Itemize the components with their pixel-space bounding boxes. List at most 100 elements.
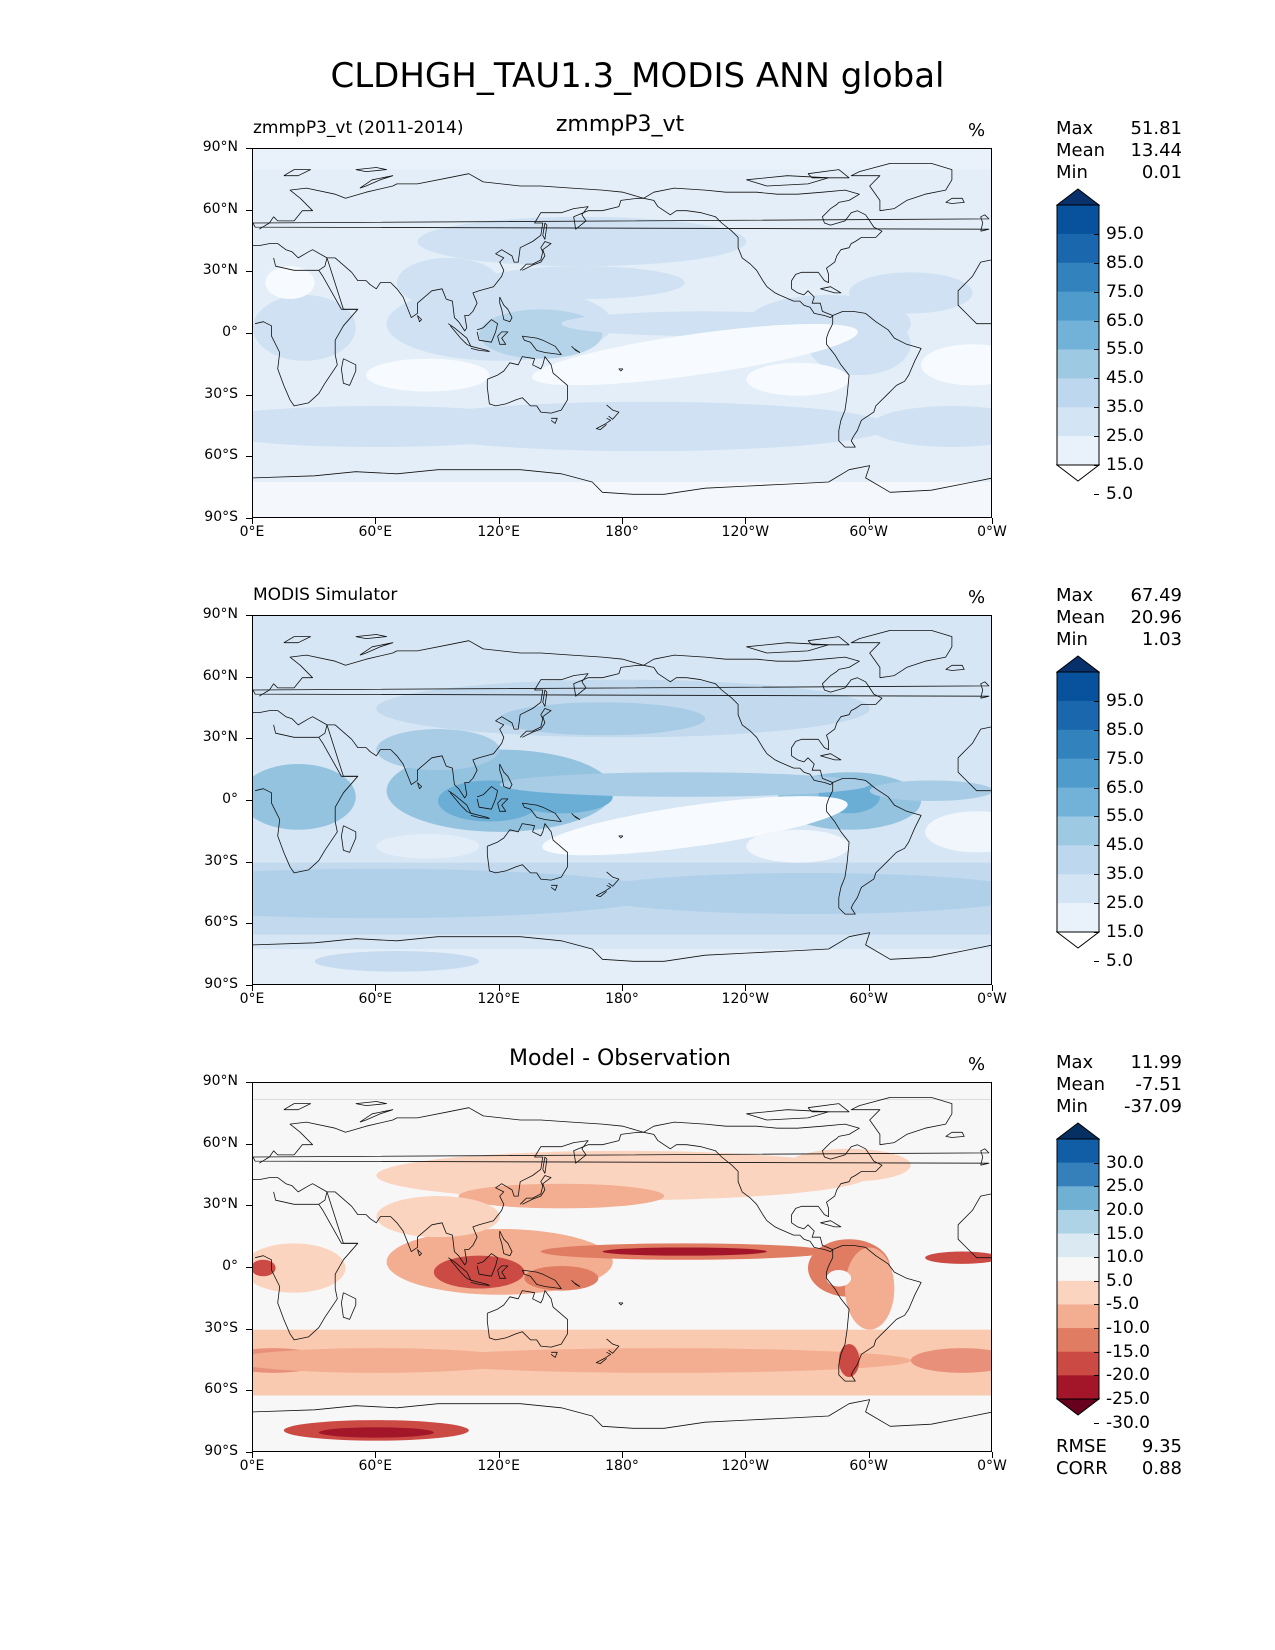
- map-canvas: [253, 616, 991, 984]
- lat-tick: [246, 923, 252, 925]
- lat-tick-label: 90°S: [204, 509, 238, 525]
- stat-value: 67.49: [1130, 585, 1182, 606]
- colorbar-segment: [1057, 672, 1099, 702]
- map-plot: [252, 615, 992, 985]
- colorbar-tick-label: 30.0: [1106, 1152, 1144, 1173]
- colorbar-tick: [1094, 1209, 1099, 1211]
- colorbar-tick: [1094, 407, 1099, 409]
- stat-label: Max: [1056, 1052, 1094, 1073]
- colorbar-tick-label: 55.0: [1106, 339, 1144, 360]
- lat-tick: [246, 1452, 252, 1453]
- lat-tick: [246, 1267, 252, 1268]
- lat-tick-label: 30°S: [204, 852, 238, 869]
- panel-title-left: zmmpP3_vt (2011-2014): [253, 118, 464, 138]
- lat-tick: [246, 1082, 252, 1083]
- colorbar-tick-label: 85.0: [1106, 719, 1144, 740]
- lon-tick: [868, 985, 870, 991]
- stat-row: Min -37.09: [1056, 1096, 1182, 1118]
- colorbar-segment: [1057, 205, 1099, 235]
- lat-tick: [246, 800, 252, 801]
- lon-tick-label: 60°E: [358, 1458, 393, 1474]
- colorbar-segment: [1057, 1304, 1099, 1329]
- colorbar-segment: [1057, 729, 1099, 760]
- lat-tick-label: 0°: [222, 1258, 238, 1274]
- lat-tick: [246, 615, 252, 616]
- colorbar-segment: [1057, 1280, 1099, 1305]
- lon-tick: [868, 518, 870, 524]
- colorbar-segment: [1057, 816, 1099, 846]
- lon-tick-label: 120°W: [721, 524, 770, 540]
- colorbar-tick-label: 10.0: [1106, 1247, 1144, 1268]
- metrics-block: RMSE 9.35 CORR 0.88: [1056, 1436, 1182, 1480]
- model-panel: zmmpP3_vt (2011-2014) zmmpP3_vt % Max 51.…: [0, 112, 1275, 588]
- colorbar-min-extension: [1055, 1398, 1101, 1416]
- colorbar-tick: [1094, 1422, 1099, 1424]
- colorbar-tick-label: -10.0: [1106, 1318, 1150, 1339]
- lat-tick-label: 60°N: [202, 200, 238, 217]
- colorbar-segment: [1057, 320, 1099, 350]
- colorbar-segment: [1057, 1328, 1099, 1353]
- colorbar-segment: [1057, 787, 1099, 817]
- metric-row: RMSE 9.35: [1056, 1436, 1182, 1458]
- colorbar-segment: [1057, 1139, 1099, 1164]
- colorbar-tick: [1094, 874, 1099, 876]
- colorbar-min-extension: [1055, 931, 1101, 949]
- map-plot: [252, 1082, 992, 1452]
- colorbar-tick-label: 75.0: [1106, 748, 1144, 769]
- lat-tick: [246, 518, 252, 519]
- lat-tick-label: 0°: [222, 791, 238, 807]
- lat-tick-label: 30°N: [202, 262, 238, 279]
- stats-block: Max 51.81 Mean 13.44 Min 0.01: [1056, 118, 1182, 184]
- lat-tick: [246, 209, 252, 211]
- colorbar-tick-label: 25.0: [1106, 1176, 1144, 1197]
- lat-tick: [246, 271, 252, 273]
- colorbar-tick-label: -20.0: [1106, 1365, 1150, 1386]
- colorbar-tick-label: -5.0: [1106, 1294, 1140, 1315]
- lat-tick: [246, 1205, 252, 1207]
- colorbar-tick-label: 45.0: [1106, 368, 1144, 389]
- stat-label: Min: [1056, 162, 1088, 183]
- colorbar-tick: [1094, 233, 1099, 235]
- colorbar-segment: [1057, 1375, 1099, 1400]
- units-label: %: [968, 1054, 986, 1075]
- colorbar-tick-label: -15.0: [1106, 1341, 1150, 1362]
- colorbar-tick-label: 15.0: [1106, 922, 1144, 942]
- lon-tick-label: 60°W: [849, 1458, 888, 1474]
- lat-tick-label: 60°S: [204, 447, 238, 464]
- stat-row: Mean 13.44: [1056, 140, 1182, 162]
- map-canvas: [253, 1083, 991, 1451]
- figure-title: CLDHGH_TAU1.3_MODIS ANN global: [330, 56, 945, 96]
- colorbar-tick: [1094, 1399, 1099, 1400]
- lon-tick-label: 0°E: [239, 991, 265, 1007]
- colorbar-segment: [1057, 349, 1099, 379]
- colorbar-tick-label: -30.0: [1106, 1412, 1150, 1433]
- colorbar-tick: [1094, 493, 1099, 495]
- colorbar-tick-label: 65.0: [1106, 310, 1144, 331]
- lat-tick-label: 60°N: [202, 1134, 238, 1151]
- lat-tick-label: 30°N: [202, 729, 238, 746]
- lon-tick: [992, 985, 993, 991]
- colorbar-tick: [1094, 787, 1099, 789]
- stat-value: 1.03: [1141, 629, 1182, 650]
- colorbar-segment: [1057, 1233, 1099, 1258]
- lon-tick: [252, 518, 253, 524]
- lon-tick-label: 180°: [605, 991, 639, 1007]
- stat-label: Mean: [1056, 1074, 1106, 1095]
- metric-value: 9.35: [1141, 1436, 1182, 1457]
- lon-tick: [622, 985, 623, 991]
- colorbar-max-extension: [1055, 188, 1101, 206]
- colorbar-segment: [1057, 1257, 1099, 1282]
- lat-tick: [246, 1328, 252, 1330]
- lat-tick-label: 90°S: [204, 1443, 238, 1459]
- colorbar-segment: [1057, 845, 1099, 875]
- stat-label: Max: [1056, 585, 1094, 606]
- lon-tick-label: 0°W: [977, 1458, 1007, 1474]
- lat-tick: [246, 1143, 252, 1145]
- colorbar-canvas: [1055, 188, 1101, 482]
- lat-tick-label: 60°N: [202, 667, 238, 684]
- stat-value: 13.44: [1130, 140, 1182, 161]
- lon-tick-label: 180°: [605, 524, 639, 540]
- panel-title-center: Model - Observation: [509, 1046, 731, 1071]
- stat-label: Min: [1056, 629, 1088, 650]
- panel-title-center: zmmpP3_vt: [555, 112, 685, 137]
